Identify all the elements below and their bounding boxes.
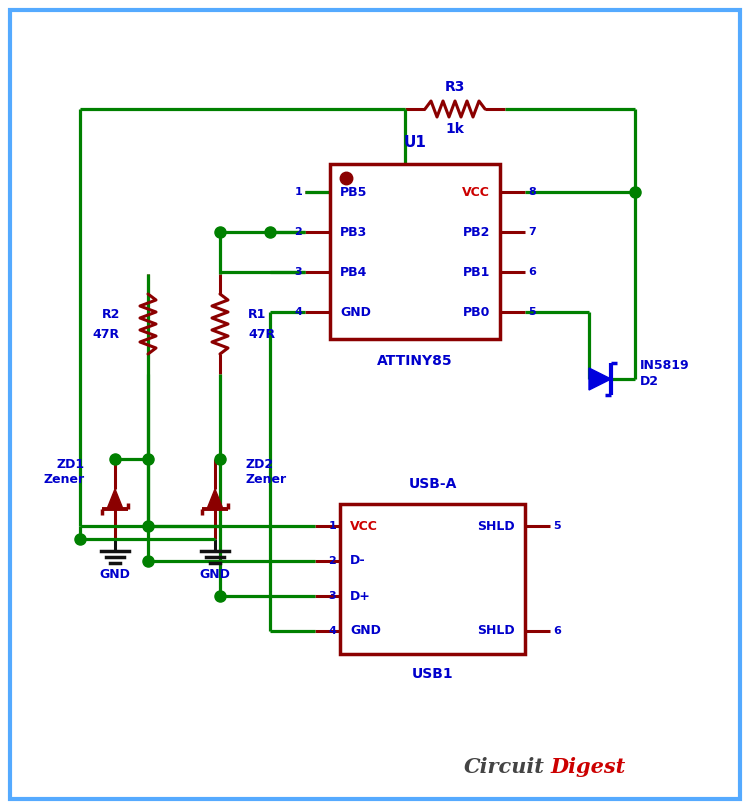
Text: 2: 2 — [294, 227, 302, 237]
Text: VCC: VCC — [350, 519, 378, 532]
Text: R2: R2 — [102, 307, 120, 320]
Text: GND: GND — [200, 567, 230, 581]
Polygon shape — [207, 489, 223, 509]
Text: GND: GND — [350, 625, 381, 637]
Text: 8: 8 — [528, 187, 536, 197]
Text: 47R: 47R — [93, 328, 120, 341]
Text: Zener: Zener — [44, 472, 85, 485]
Text: 3: 3 — [294, 267, 302, 277]
Text: 7: 7 — [528, 227, 536, 237]
Text: 1: 1 — [294, 187, 302, 197]
Text: VCC: VCC — [462, 185, 490, 198]
Text: Circuit: Circuit — [464, 757, 545, 777]
Text: U1: U1 — [404, 134, 427, 150]
Text: 4: 4 — [328, 626, 336, 636]
Text: Zener: Zener — [245, 472, 286, 485]
Text: D+: D+ — [350, 590, 370, 603]
Text: USB-A: USB-A — [408, 477, 457, 491]
Text: D2: D2 — [640, 375, 659, 388]
Text: Digest: Digest — [550, 757, 626, 777]
Text: PB0: PB0 — [463, 306, 490, 319]
Text: 47R: 47R — [248, 328, 275, 341]
Text: R1: R1 — [248, 307, 266, 320]
Text: D-: D- — [350, 554, 366, 567]
Text: 3: 3 — [328, 591, 336, 601]
Bar — [330, 164, 500, 339]
Text: GND: GND — [340, 306, 370, 319]
Text: 6: 6 — [553, 626, 561, 636]
Text: ATTINY85: ATTINY85 — [377, 354, 453, 368]
Text: 5: 5 — [528, 307, 536, 317]
Text: GND: GND — [100, 567, 130, 581]
Text: 1k: 1k — [446, 122, 464, 136]
Text: PB4: PB4 — [340, 265, 368, 278]
Text: 1: 1 — [328, 521, 336, 531]
Polygon shape — [589, 368, 611, 390]
Text: PB3: PB3 — [340, 226, 368, 239]
Text: PB5: PB5 — [340, 185, 368, 198]
Text: ZD1: ZD1 — [57, 458, 85, 471]
Text: 5: 5 — [553, 521, 560, 531]
Bar — [340, 504, 525, 654]
Polygon shape — [107, 489, 123, 509]
Text: 2: 2 — [328, 556, 336, 566]
Text: USB1: USB1 — [412, 667, 453, 681]
Text: PB1: PB1 — [463, 265, 490, 278]
Text: SHLD: SHLD — [477, 519, 515, 532]
Text: 6: 6 — [528, 267, 536, 277]
Text: ZD2: ZD2 — [245, 458, 273, 471]
Text: PB2: PB2 — [463, 226, 490, 239]
Text: IN5819: IN5819 — [640, 358, 690, 371]
Text: SHLD: SHLD — [477, 625, 515, 637]
Text: R3: R3 — [445, 80, 465, 94]
Text: 4: 4 — [294, 307, 302, 317]
